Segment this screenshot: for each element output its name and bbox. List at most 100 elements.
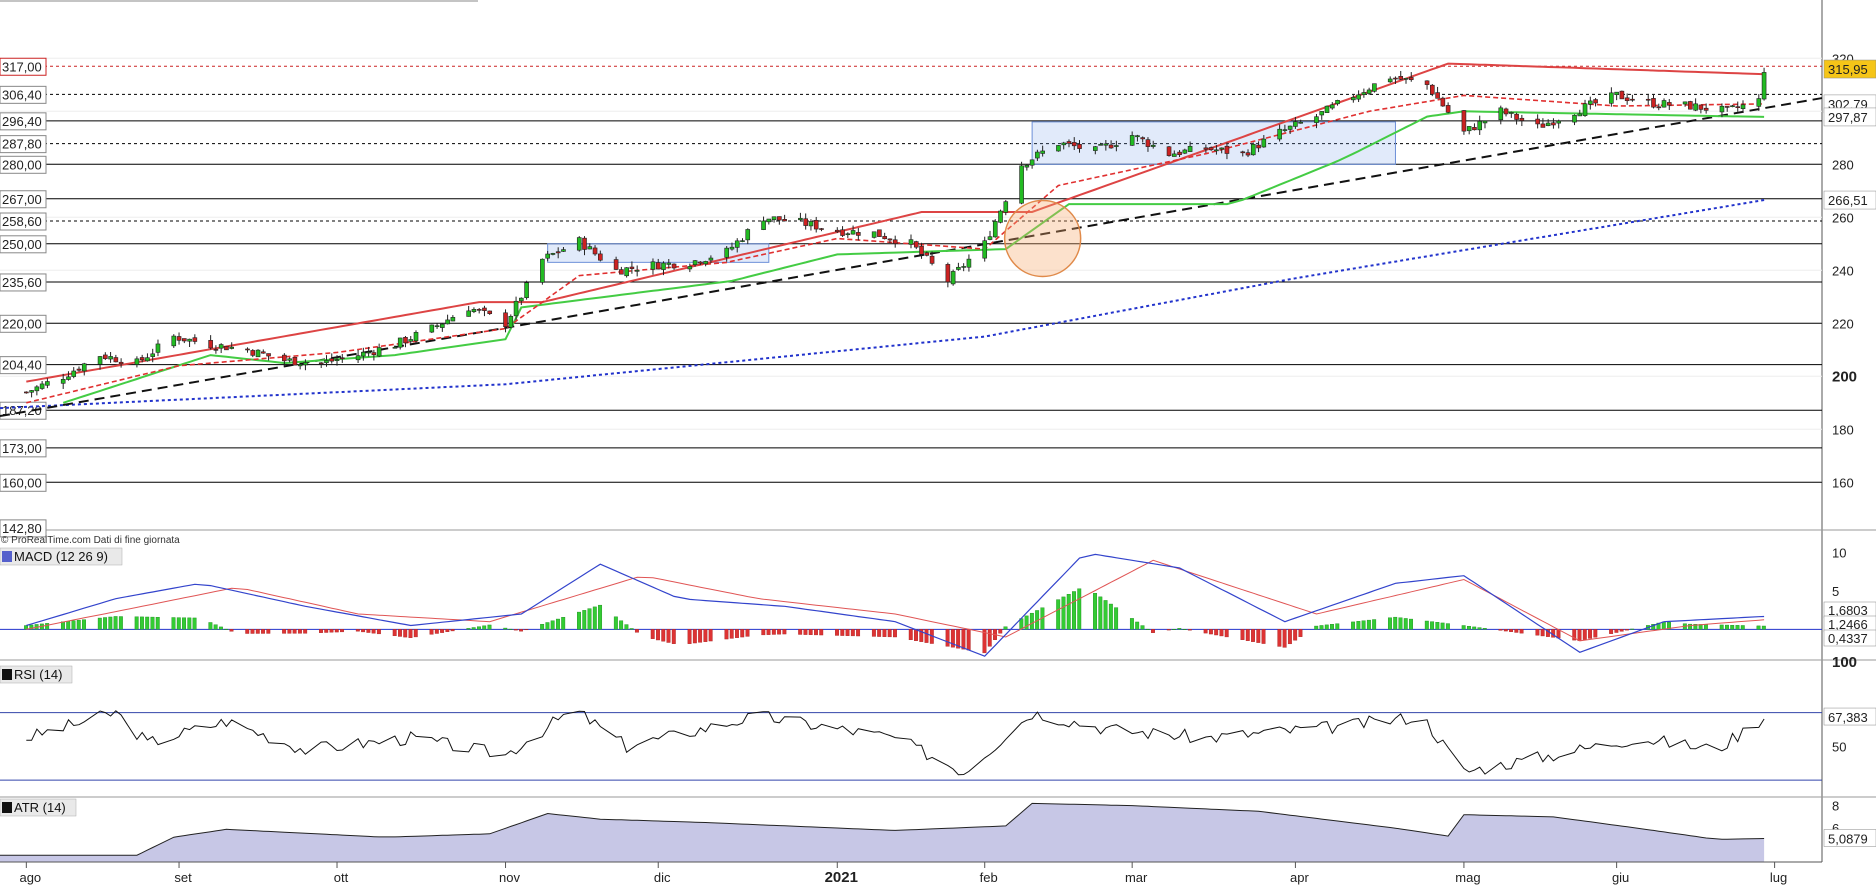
candle-body <box>908 239 914 245</box>
candle-body <box>150 353 156 357</box>
candle-body <box>740 240 745 242</box>
macd-histogram-bar <box>998 629 1003 634</box>
macd-histogram-bar <box>1519 629 1524 634</box>
candle-body <box>339 357 345 360</box>
candle-body <box>871 231 877 238</box>
candle-body <box>403 337 408 344</box>
candle-body <box>445 319 450 325</box>
candle-body <box>1624 97 1630 102</box>
candle-body <box>1588 100 1593 105</box>
macd-histogram-bar <box>1667 622 1671 630</box>
candle-body <box>392 346 398 349</box>
macd-histogram-bar <box>408 629 413 638</box>
atr-tick-label: 6 <box>1832 821 1839 836</box>
candle-body <box>661 262 666 270</box>
candle-body <box>1324 105 1330 113</box>
macd-histogram-bar <box>1114 607 1119 630</box>
macd-histogram-bar <box>255 629 260 634</box>
price-badge <box>1823 59 1876 79</box>
macd-histogram-bar <box>1630 628 1635 630</box>
candle-body <box>1287 125 1293 130</box>
macd-histogram-bar <box>1445 623 1450 630</box>
macd-histogram-bar <box>1251 629 1255 642</box>
candle-body <box>1482 120 1488 124</box>
price-badge <box>1823 107 1876 127</box>
macd-histogram-bar <box>187 617 192 630</box>
macd-histogram-bar <box>1730 625 1735 630</box>
candle-body <box>371 352 377 356</box>
candle-body <box>1609 92 1614 104</box>
candle-body <box>1630 98 1635 101</box>
candle-body <box>1740 104 1746 109</box>
macd-histogram-bar <box>334 629 339 633</box>
macd-histogram-bar <box>782 629 787 635</box>
level-label-box <box>0 401 47 420</box>
candle-body <box>29 390 34 393</box>
candle-body <box>840 229 845 236</box>
candle-body <box>229 346 234 349</box>
x-axis-label: apr <box>1290 870 1309 885</box>
candle-body <box>1114 145 1119 147</box>
macd-badge-label: 0,4337 <box>1828 631 1868 646</box>
macd-histogram-bar <box>1440 622 1445 630</box>
macd-histogram-bar <box>1066 593 1071 630</box>
candle-body <box>519 297 524 302</box>
candle-body <box>803 218 808 226</box>
candle-body <box>708 257 714 261</box>
candle-body <box>1314 116 1319 123</box>
macd-histogram-bar <box>592 606 597 630</box>
candle-body <box>724 247 729 258</box>
macd-histogram-bar <box>577 611 581 630</box>
atr-title-box <box>0 798 77 817</box>
macd-histogram-bar <box>587 608 592 630</box>
macd-tick-label: 10 <box>1832 546 1846 561</box>
candle-body <box>1730 105 1735 108</box>
candle-body <box>555 251 561 254</box>
candle-body <box>1040 150 1045 154</box>
candle-body <box>1693 103 1698 111</box>
candle-body <box>103 354 108 359</box>
candle-body <box>113 357 119 363</box>
candle-body <box>1145 139 1151 147</box>
macd-histogram-bar <box>1151 629 1155 633</box>
level-label: 306,40 <box>2 87 42 102</box>
macd-histogram-bar <box>329 629 334 633</box>
candle-body <box>1103 143 1109 146</box>
macd-histogram-bar <box>445 629 450 632</box>
candle-body <box>376 347 382 357</box>
candle-body <box>250 350 256 356</box>
candle-body <box>1129 135 1135 146</box>
macd-histogram-bar <box>108 616 113 630</box>
candle-body <box>1577 113 1583 117</box>
macd-histogram-bar <box>850 629 855 637</box>
candle-body <box>1351 97 1356 101</box>
atr-title-text: ATR (14) <box>14 800 66 815</box>
macd-histogram-bar <box>1514 629 1519 633</box>
level-label-box <box>0 314 47 333</box>
candle-body <box>576 237 582 251</box>
macd-histogram-bar <box>229 629 234 632</box>
macd-title-text: MACD (12 26 9) <box>14 549 108 564</box>
candle-body <box>919 245 924 255</box>
macd-histogram-bar <box>1024 615 1029 630</box>
level-label: 287,80 <box>2 137 42 152</box>
macd-histogram-bar <box>924 629 929 643</box>
macd-histogram-bar <box>761 629 766 636</box>
level-label-box <box>0 356 47 375</box>
macd-histogram-bar <box>1703 624 1708 630</box>
candle-body <box>1093 146 1098 151</box>
candle-body <box>1761 72 1767 100</box>
candle-body <box>1319 111 1325 116</box>
macd-histogram-bar <box>503 627 508 630</box>
macd-histogram-bar <box>634 629 639 633</box>
candle-body <box>81 363 87 372</box>
candle-body <box>24 391 29 394</box>
macd-histogram-bar <box>1029 612 1034 630</box>
candle-body <box>550 253 556 255</box>
macd-histogram-bar <box>476 626 481 630</box>
macd-histogram-bar <box>650 629 655 639</box>
candle-body <box>292 356 298 366</box>
macd-histogram-bar <box>1129 618 1134 630</box>
macd-histogram-bar <box>619 620 624 630</box>
candle-body <box>218 344 224 349</box>
